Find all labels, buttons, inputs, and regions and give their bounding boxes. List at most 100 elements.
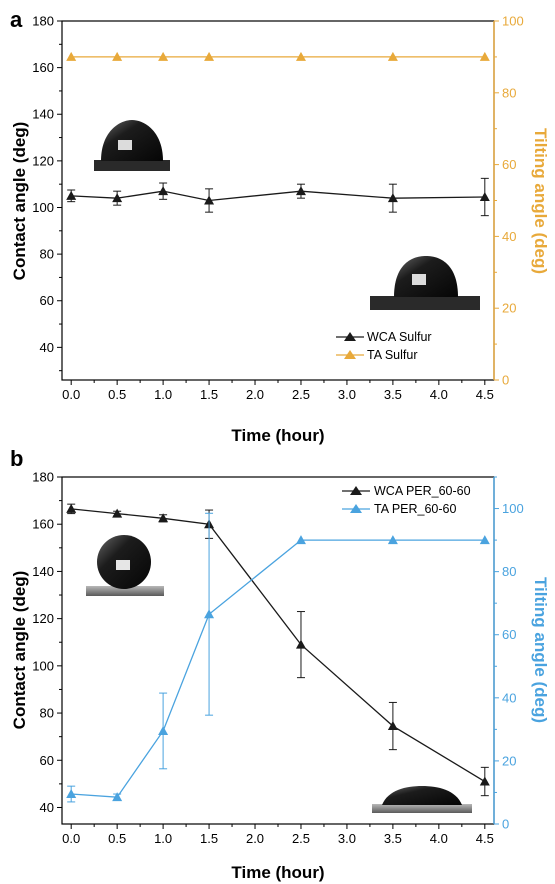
panel-b-droplet-photo-right [372, 786, 472, 818]
data-point-marker [158, 725, 169, 735]
x-tick-label: 0.0 [62, 387, 80, 402]
panel-b-axes: 0.0 0.5 1.0 1.5 2.0 2.5 3.0 3.5 4.0 4.5 40 60 80 100 1… [32, 470, 523, 847]
panel-a: a 0.0 0.5 1.0 1.5 2.0 2.5 3.0 3.5 4.0 4.5 40 60 80 10… [10, 7, 550, 445]
data-point-marker [112, 193, 123, 203]
y2-tick-label: 80 [502, 564, 516, 579]
data-point-marker [387, 193, 398, 203]
panel-a-x-axis-label: Time (hour) [231, 426, 324, 445]
legend-item-ta-per: TA PER_60-60 [342, 502, 457, 516]
panel-a-y2-axis-label: Tilting angle (deg) [531, 128, 550, 274]
x-tick-label: 1.0 [154, 387, 172, 402]
data-point-marker [112, 51, 123, 61]
panel-a-axes: 0.0 0.5 1.0 1.5 2.0 2.5 3.0 3.5 4.0 4.5 40 60 80 100 1… [32, 14, 523, 403]
x-tick-label: 0.0 [62, 831, 80, 846]
data-point-marker [387, 535, 398, 545]
data-point-marker [387, 51, 398, 61]
panel-b-label: b [10, 446, 23, 471]
data-point-marker [479, 776, 490, 786]
legend-label-ta-per: TA PER_60-60 [374, 502, 457, 516]
x-tick-label: 0.5 [108, 831, 126, 846]
panel-b-x-axis-label: Time (hour) [231, 863, 324, 882]
y-tick-label: 180 [32, 14, 54, 29]
panel-a-legend: WCA Sulfur TA Sulfur [336, 330, 432, 362]
data-point-marker [66, 51, 77, 61]
y-tick-label: 40 [40, 340, 54, 355]
panel-a-label: a [10, 7, 23, 32]
y2-tick-label: 20 [502, 301, 516, 316]
x-tick-label: 1.5 [200, 831, 218, 846]
panel-a-droplet-photo-right [370, 252, 480, 312]
y-tick-label: 160 [32, 60, 54, 75]
x-tick-label: 4.5 [476, 831, 494, 846]
data-point-marker [479, 535, 490, 545]
data-point-marker [387, 721, 398, 731]
y-tick-label: 100 [32, 200, 54, 215]
data-point-marker [158, 51, 169, 61]
x-tick-label: 1.0 [154, 831, 172, 846]
x-tick-label: 2.0 [246, 387, 264, 402]
y-tick-label: 160 [32, 517, 54, 532]
x-tick-label: 0.5 [108, 387, 126, 402]
x-tick-label: 4.0 [430, 831, 448, 846]
data-point-marker [158, 186, 169, 196]
panel-a-plot-frame [61, 20, 495, 381]
series-line-0 [71, 190, 485, 202]
legend-item-ta-sulfur: TA Sulfur [336, 348, 417, 362]
y-tick-label: 80 [40, 247, 54, 262]
panel-b-legend: WCA PER_60-60 TA PER_60-60 [342, 484, 471, 516]
data-point-marker [204, 51, 215, 61]
legend-label-ta-sulfur: TA Sulfur [367, 348, 417, 362]
y-tick-label: 140 [32, 564, 54, 579]
panel-b: b 0.0 0.5 1.0 1.5 2.0 2.5 3.0 3.5 4.0 4.5 40 60 80 10… [10, 446, 550, 882]
legend-label-wca-per: WCA PER_60-60 [374, 484, 471, 498]
x-tick-label: 1.5 [200, 387, 218, 402]
x-tick-label: 4.5 [476, 387, 494, 402]
y2-tick-label: 100 [502, 14, 524, 29]
y2-tick-label: 100 [502, 501, 524, 516]
data-point-marker [66, 190, 77, 200]
legend-item-wca-sulfur: WCA Sulfur [336, 330, 432, 344]
x-tick-label: 3.0 [338, 831, 356, 846]
y-tick-label: 100 [32, 658, 54, 673]
data-point-marker [112, 508, 123, 518]
legend-item-wca-per: WCA PER_60-60 [342, 484, 471, 498]
data-point-marker [158, 513, 169, 523]
x-tick-label: 2.5 [292, 387, 310, 402]
data-point-marker [204, 195, 215, 205]
y2-tick-label: 40 [502, 229, 516, 244]
y-tick-label: 180 [32, 470, 54, 485]
panel-b-droplet-photo-left [86, 528, 164, 598]
data-point-marker [66, 503, 77, 513]
x-tick-label: 2.0 [246, 831, 264, 846]
y-tick-label: 40 [40, 800, 54, 815]
data-point-marker [479, 192, 490, 202]
y-tick-label: 120 [32, 611, 54, 626]
y-tick-label: 140 [32, 107, 54, 122]
y2-tick-label: 40 [502, 690, 516, 705]
data-point-marker [295, 535, 306, 545]
data-point-marker [295, 639, 306, 649]
y2-tick-label: 60 [502, 627, 516, 642]
y-tick-label: 60 [40, 753, 54, 768]
panel-a-y-axis-label: Contact angle (deg) [10, 122, 29, 281]
data-point-marker [479, 51, 490, 61]
x-tick-label: 3.0 [338, 387, 356, 402]
x-tick-label: 2.5 [292, 831, 310, 846]
y-tick-label: 60 [40, 293, 54, 308]
y2-tick-label: 20 [502, 753, 516, 768]
data-point-marker [204, 609, 215, 619]
legend-label-wca-sulfur: WCA Sulfur [367, 330, 432, 344]
data-point-marker [295, 186, 306, 196]
y2-tick-label: 0 [502, 373, 509, 388]
y2-tick-label: 0 [502, 817, 509, 832]
panel-b-y2-axis-label: Tilting angle (deg) [531, 577, 550, 723]
data-point-marker [66, 789, 77, 799]
y2-tick-label: 80 [502, 85, 516, 100]
x-tick-label: 3.5 [384, 387, 402, 402]
y-tick-label: 120 [32, 153, 54, 168]
y-tick-label: 80 [40, 706, 54, 721]
panel-a-droplet-photo-left [94, 112, 170, 172]
y2-tick-label: 60 [502, 157, 516, 172]
x-tick-label: 3.5 [384, 831, 402, 846]
